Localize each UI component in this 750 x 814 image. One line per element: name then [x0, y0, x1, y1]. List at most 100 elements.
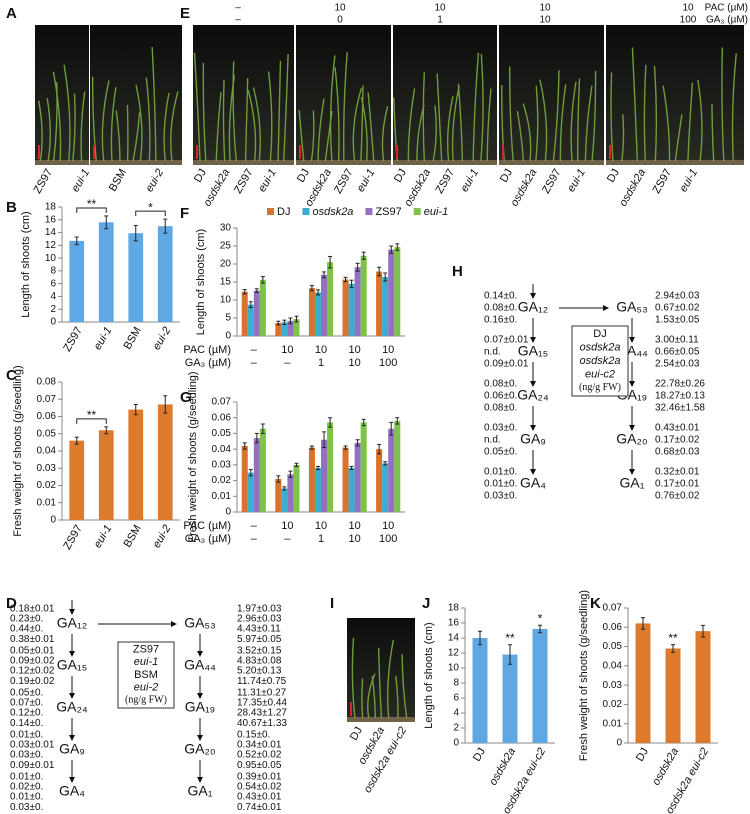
- seedling: [352, 87, 363, 162]
- concentration: 0.14±0.: [10, 718, 43, 729]
- condition-value: –: [284, 533, 291, 545]
- legend-label: osdsk2a: [580, 341, 621, 353]
- y-tick-label: 8: [50, 266, 56, 277]
- bar: [98, 222, 114, 322]
- concentration: 0.54±0.02: [237, 782, 282, 793]
- legend-label: ZS97: [133, 644, 159, 656]
- bar: [247, 472, 254, 512]
- concentration: 2.54±0.03: [655, 359, 700, 370]
- concentration: 2.96±0.03: [237, 614, 282, 625]
- condition-value: 10: [348, 344, 360, 356]
- y-tick-label: 15: [220, 277, 232, 288]
- seedling: [163, 92, 170, 162]
- metabolite: GA₁₉: [185, 699, 216, 715]
- metabolite: GA₄₄: [184, 657, 216, 673]
- bar: [327, 262, 334, 336]
- seedling: [457, 83, 464, 162]
- condition-value: –: [284, 357, 291, 369]
- bar: [128, 409, 144, 520]
- panel-letter: C: [6, 367, 17, 384]
- y-tick-label: 0.06: [212, 412, 232, 423]
- seedling: [643, 64, 647, 162]
- condition-label: GA₃ (µM): [706, 15, 748, 26]
- concentration: 0.23±0.: [10, 614, 43, 625]
- bar: [157, 404, 173, 520]
- y-axis-label: Fresh weight of shoots (g/seedling): [187, 371, 199, 542]
- y-tick-label: 16: [448, 618, 460, 629]
- y-tick-label: 0.02: [37, 480, 57, 491]
- significance-bracket: [76, 207, 107, 213]
- seedling: [145, 77, 151, 162]
- concentration: 22.78±0.26: [655, 379, 705, 390]
- bar: [128, 233, 144, 322]
- metabolite: GA₁: [188, 783, 213, 799]
- concentration: n.d.: [484, 435, 501, 446]
- x-tick-label: eui-2: [143, 167, 166, 194]
- concentration: 0.03±0.: [10, 802, 43, 813]
- condition-value: 10: [348, 520, 360, 532]
- metabolite: GA₁₅: [57, 657, 88, 673]
- concentration: 1.53±0.05: [655, 315, 700, 326]
- y-tick-label: 0.03: [603, 680, 623, 691]
- seedling: [282, 53, 289, 162]
- bar: [360, 255, 367, 336]
- bar: [665, 648, 681, 743]
- seedling: [267, 71, 273, 162]
- x-tick-label: eui-1: [69, 167, 92, 194]
- concentration: 40.67±1.33: [237, 718, 287, 729]
- bar: [308, 288, 315, 336]
- seedling: [662, 85, 671, 162]
- y-tick-label: 16: [45, 214, 57, 225]
- concentration: 0.01±0.: [10, 792, 43, 803]
- condition-value: 10: [382, 520, 394, 532]
- x-tick-label: eui-1: [92, 523, 115, 550]
- metabolite: GA₁₅: [518, 343, 549, 359]
- panel-letter: H: [452, 263, 463, 280]
- legend-units: (ng/g FW): [579, 382, 621, 393]
- condition-label: PAC (µM): [705, 3, 748, 14]
- x-tick-label: eui-1: [565, 167, 588, 194]
- condition-value: 10: [315, 344, 327, 356]
- concentration: 0.43±0.01: [655, 423, 700, 434]
- x-tick-label: eui-1: [355, 167, 378, 194]
- concentration: 0.19±0.02: [10, 676, 55, 687]
- y-tick-label: 0.04: [37, 446, 57, 457]
- concentration: n.d.: [484, 347, 501, 358]
- y-tick-label: 0.07: [603, 603, 623, 614]
- seedling: [559, 84, 567, 162]
- y-tick-label: 0: [225, 331, 231, 342]
- x-tick-label: eui-1: [458, 167, 481, 194]
- x-tick-label: ZS97: [651, 167, 675, 196]
- concentration: 0.17±0.01: [655, 479, 700, 490]
- concentration: 0.39±0.01: [237, 771, 282, 782]
- condition-value: –: [251, 344, 258, 356]
- y-tick-label: 10: [448, 663, 460, 674]
- scale-bar: [502, 145, 504, 159]
- y-axis-label: Fresh weight of shoots (g/seedling): [12, 365, 24, 536]
- condition-value: –: [251, 357, 258, 369]
- concentration: 0.03±0.: [10, 750, 43, 761]
- bar: [321, 439, 328, 512]
- seedling: [170, 91, 179, 162]
- seedling: [91, 76, 97, 162]
- metabolite: GA₂₄: [517, 387, 549, 403]
- metabolite: GA₉: [59, 741, 85, 757]
- bar: [354, 442, 361, 512]
- photo: [606, 25, 744, 165]
- significance-bracket: [135, 210, 166, 217]
- significance-label: **: [87, 197, 97, 211]
- concentration: 0.06±0.: [484, 391, 517, 402]
- seedling: [310, 110, 315, 162]
- condition-value: 10: [348, 357, 360, 369]
- y-tick-label: 0: [616, 738, 622, 749]
- concentration: 0.08±0.: [484, 403, 517, 414]
- y-tick-label: 25: [220, 241, 232, 252]
- photo: [499, 25, 604, 165]
- scale-bar: [299, 145, 301, 159]
- condition-value: 10: [682, 3, 694, 14]
- condition-value: 10: [281, 520, 293, 532]
- condition-label: PAC (µM): [183, 520, 231, 532]
- concentration: 0.12±0.: [10, 708, 43, 719]
- bar: [382, 276, 389, 336]
- condition-value: 10: [539, 3, 551, 14]
